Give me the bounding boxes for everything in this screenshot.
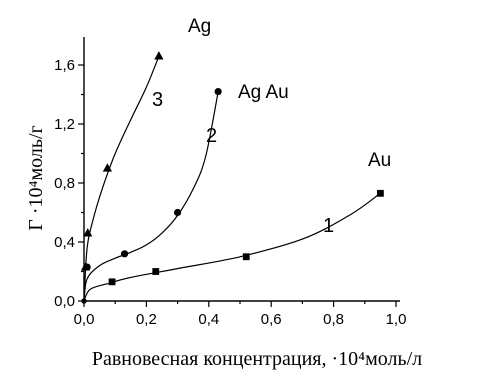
x-tick-label: 0,6 [261,311,282,328]
curve-ag [83,55,160,302]
square-marker [108,278,116,286]
y-tick-labels: 0,0 0,4 0,8 1,2 1,6 [54,57,75,310]
y-tick-label: 0,8 [54,175,75,192]
circle-marker [120,250,129,258]
y-tick-label: 0,4 [54,234,75,251]
fitted-curves [83,55,381,302]
curve-au [83,192,381,302]
curve-number-1: 1 [323,215,334,237]
circle-marker [83,263,91,271]
tick-marks [78,64,397,307]
series-labels: Ag 3 Ag Au 2 Au 1 [152,16,391,237]
x-axis-title: Равновесная концентрация, ·10⁴моль/л [92,348,422,370]
x-tick-label: 1,0 [386,311,407,328]
curve-ag-au [83,91,219,302]
triangle-marker [154,51,164,60]
square-marker [242,253,250,261]
y-tick-label: 0,0 [54,293,75,310]
x-tick-label: 0,4 [198,311,219,328]
x-tick-labels: 0,0 0,2 0,4 0,6 0,8 1,0 [74,311,407,328]
series-name-au: Au [368,150,391,171]
curve-number-2: 2 [206,125,217,147]
curve-number-3: 3 [152,89,163,111]
square-marker [377,189,384,197]
axes [83,37,400,302]
y-tick-label: 1,2 [54,116,75,133]
triangle-marker [102,163,112,172]
x-tick-label: 0,2 [136,311,157,328]
series-name-ag: Ag [188,16,211,37]
x-tick-label: 0,0 [74,311,95,328]
circle-marker [174,208,182,217]
square-marker [152,268,160,275]
y-axis-title: Г ·10⁴моль/г [25,125,47,230]
y-tick-label: 1,6 [54,57,75,74]
data-markers [80,51,384,304]
triangle-marker [83,228,93,237]
x-tick-label: 0,8 [323,311,344,328]
origin-point [81,298,87,304]
series-name-ag-au: Ag Au [238,82,289,103]
circle-marker [214,87,222,96]
